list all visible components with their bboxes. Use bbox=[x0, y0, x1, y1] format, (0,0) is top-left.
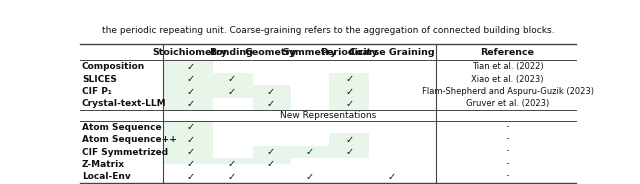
Text: CIF Symmetrized: CIF Symmetrized bbox=[82, 148, 168, 157]
Text: Atom Sequence: Atom Sequence bbox=[82, 123, 162, 132]
Text: Coarse Graining: Coarse Graining bbox=[349, 48, 435, 57]
Text: ✓: ✓ bbox=[345, 99, 353, 109]
FancyBboxPatch shape bbox=[164, 146, 213, 158]
FancyBboxPatch shape bbox=[253, 158, 291, 171]
Text: ·: · bbox=[506, 133, 509, 146]
FancyBboxPatch shape bbox=[253, 85, 291, 98]
FancyBboxPatch shape bbox=[213, 158, 253, 171]
Text: ✓: ✓ bbox=[305, 147, 313, 157]
Text: ✓: ✓ bbox=[267, 160, 275, 169]
Text: ✓: ✓ bbox=[267, 147, 275, 157]
Text: ✓: ✓ bbox=[387, 172, 396, 182]
Text: ✓: ✓ bbox=[186, 86, 194, 96]
Text: ✓: ✓ bbox=[267, 99, 275, 109]
Text: ✓: ✓ bbox=[186, 62, 194, 72]
FancyBboxPatch shape bbox=[164, 133, 213, 146]
FancyBboxPatch shape bbox=[291, 146, 329, 158]
Text: Crystal-text-LLM: Crystal-text-LLM bbox=[82, 100, 166, 109]
FancyBboxPatch shape bbox=[213, 85, 253, 98]
Text: ✓: ✓ bbox=[186, 135, 194, 145]
Text: ✓: ✓ bbox=[186, 147, 194, 157]
FancyBboxPatch shape bbox=[329, 146, 369, 158]
Text: ✓: ✓ bbox=[186, 99, 194, 109]
Text: Gruver et al. (2023): Gruver et al. (2023) bbox=[466, 100, 549, 109]
Text: Stoichiometry: Stoichiometry bbox=[152, 48, 228, 57]
Text: ✓: ✓ bbox=[267, 86, 275, 96]
Text: ✓: ✓ bbox=[345, 86, 353, 96]
Text: ✓: ✓ bbox=[227, 86, 236, 96]
FancyBboxPatch shape bbox=[329, 85, 369, 98]
Text: ✓: ✓ bbox=[186, 74, 194, 84]
FancyBboxPatch shape bbox=[213, 171, 253, 183]
Text: ✓: ✓ bbox=[305, 172, 313, 182]
FancyBboxPatch shape bbox=[164, 121, 213, 133]
Text: ·: · bbox=[506, 146, 509, 158]
FancyBboxPatch shape bbox=[253, 98, 291, 110]
Text: Tian et al. (2022): Tian et al. (2022) bbox=[472, 62, 543, 71]
Text: ✓: ✓ bbox=[345, 147, 353, 157]
Text: New Representations: New Representations bbox=[280, 111, 376, 120]
Text: the periodic repeating unit. Coarse-graining refers to the aggregation of connec: the periodic repeating unit. Coarse-grai… bbox=[102, 26, 554, 35]
FancyBboxPatch shape bbox=[329, 98, 369, 110]
FancyBboxPatch shape bbox=[291, 171, 329, 183]
FancyBboxPatch shape bbox=[164, 85, 213, 98]
FancyBboxPatch shape bbox=[164, 158, 213, 171]
Text: Xiao et al. (2023): Xiao et al. (2023) bbox=[471, 75, 544, 84]
Text: Composition: Composition bbox=[82, 62, 145, 71]
Text: Atom Sequence++: Atom Sequence++ bbox=[82, 135, 177, 144]
Text: ✓: ✓ bbox=[227, 160, 236, 169]
Text: Local-Env: Local-Env bbox=[82, 172, 131, 181]
Text: ✓: ✓ bbox=[186, 172, 194, 182]
Text: Periodicity: Periodicity bbox=[321, 48, 378, 57]
FancyBboxPatch shape bbox=[329, 133, 369, 146]
FancyBboxPatch shape bbox=[253, 146, 291, 158]
Text: ·: · bbox=[506, 158, 509, 171]
Text: Symmetry: Symmetry bbox=[282, 48, 337, 57]
Text: Bonding: Bonding bbox=[209, 48, 253, 57]
Text: Z-Matrix: Z-Matrix bbox=[82, 160, 125, 169]
Text: ·: · bbox=[506, 170, 509, 183]
Text: Reference: Reference bbox=[481, 48, 534, 57]
FancyBboxPatch shape bbox=[164, 73, 213, 85]
Text: ✓: ✓ bbox=[227, 74, 236, 84]
Text: SLICES: SLICES bbox=[82, 75, 117, 84]
Text: ·: · bbox=[506, 121, 509, 134]
Text: ✓: ✓ bbox=[186, 122, 194, 132]
Text: Geometry: Geometry bbox=[244, 48, 297, 57]
FancyBboxPatch shape bbox=[329, 73, 369, 85]
Text: CIF P₁: CIF P₁ bbox=[82, 87, 112, 96]
Text: ✓: ✓ bbox=[345, 135, 353, 145]
FancyBboxPatch shape bbox=[213, 73, 253, 85]
Text: ✓: ✓ bbox=[186, 160, 194, 169]
Text: ✓: ✓ bbox=[227, 172, 236, 182]
Text: Flam-Shepherd and Aspuru-Guzik (2023): Flam-Shepherd and Aspuru-Guzik (2023) bbox=[422, 87, 593, 96]
FancyBboxPatch shape bbox=[164, 171, 213, 183]
FancyBboxPatch shape bbox=[372, 171, 412, 183]
FancyBboxPatch shape bbox=[164, 60, 213, 73]
Text: ✓: ✓ bbox=[345, 74, 353, 84]
FancyBboxPatch shape bbox=[164, 98, 213, 110]
